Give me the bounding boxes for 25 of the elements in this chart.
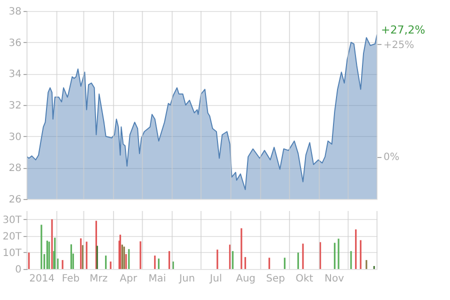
x-tick-label: 2014 xyxy=(29,274,55,284)
y-tick-label: 30T xyxy=(2,214,22,226)
x-tick-label: Aug xyxy=(236,274,256,284)
x-tick-label: Okt xyxy=(296,274,314,284)
y2-tick-label: 0% xyxy=(384,152,400,164)
y-tick-label: 0 xyxy=(15,264,22,276)
y-tick-label: 30 xyxy=(8,132,22,143)
y-tick-label: 26 xyxy=(8,194,22,206)
x-tick-label: Feb xyxy=(62,274,80,284)
y-tick-label: 32 xyxy=(8,100,22,112)
annotation: +27,2% xyxy=(381,24,426,36)
y-tick-label: 36 xyxy=(8,38,22,49)
x-tick-label: Jun xyxy=(178,274,195,284)
y-tick-label: 38 xyxy=(8,6,22,18)
x-tick-label: Sep xyxy=(266,274,286,284)
x-tick-label: Apr xyxy=(120,274,138,284)
y-tick-label: 34 xyxy=(8,69,22,80)
y-tick-label: 10T xyxy=(2,248,22,259)
y-tick-label: 28 xyxy=(8,163,22,174)
x-tick-label: Jul xyxy=(208,274,222,284)
x-tick-label: Nov xyxy=(324,274,344,284)
x-tick-label: Mai xyxy=(148,274,166,284)
x-tick-label: Mrz xyxy=(90,274,108,284)
y-tick-label: 20T xyxy=(2,231,22,242)
y2-tick-label: +25% xyxy=(384,40,414,51)
